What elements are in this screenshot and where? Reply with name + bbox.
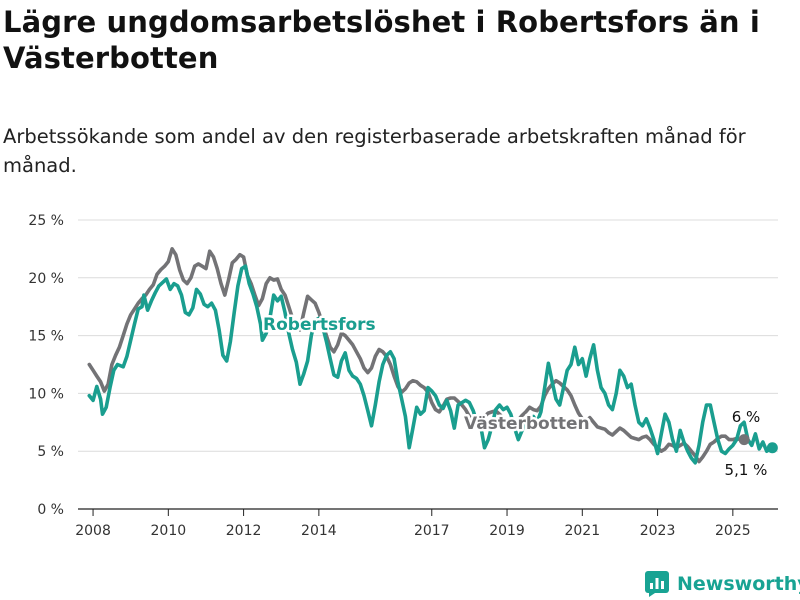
end-label-robertsfors: 5,1 % — [725, 461, 768, 479]
y-tick-label: 10 % — [28, 386, 64, 402]
chart-subtitle: Arbetssökande som andel av den registerb… — [3, 125, 746, 177]
brand-name: Newsworthy — [677, 573, 800, 595]
x-tick-label: 2021 — [564, 523, 600, 539]
x-tick-label: 2012 — [226, 523, 262, 539]
x-tick-label: 2025 — [715, 523, 751, 539]
series-label-halo-robertsfors: Robertsfors — [263, 315, 376, 335]
x-axis: 2008 2010 2012 2014 2017 2019 2021 2023 2025 — [75, 509, 751, 539]
end-label-vasterbotten: 6 % — [732, 408, 761, 426]
newsworthy-logo: Newsworthy — [645, 570, 800, 598]
x-tick-label: 2008 — [75, 523, 111, 539]
y-tick-label: 15 % — [28, 329, 64, 345]
grid-layer — [78, 219, 778, 510]
chart-title: Lägre ungdomsarbetslöshet i Robertsfors … — [3, 5, 760, 75]
x-tick-label: 2010 — [151, 523, 187, 539]
series-line-vasterbotten — [87, 247, 746, 464]
x-tick-label: 2014 — [301, 523, 337, 539]
x-tick-label: 2023 — [640, 523, 676, 539]
y-tick-label: 25 % — [28, 213, 64, 229]
series-layer — [87, 247, 775, 465]
y-tick-label: 5 % — [37, 444, 64, 460]
series-line-robertsfors — [87, 264, 775, 465]
y-axis: 0 % 5 % 10 % 15 % 20 % 25 % — [28, 213, 64, 518]
series-label-halo-vasterbotten: Västerbotten — [464, 414, 590, 434]
end-marker-robertsfors — [766, 442, 778, 454]
label-layer: RobertsforsRobertsforsVästerbottenVäster… — [261, 313, 778, 479]
y-tick-label: 20 % — [28, 271, 64, 287]
newsworthy-logo-icon — [645, 571, 669, 597]
series-label-vasterbotten: Västerbotten — [464, 414, 590, 434]
x-tick-label: 2017 — [414, 523, 450, 539]
y-tick-label: 0 % — [37, 502, 64, 518]
end-marker-vasterbotten — [738, 434, 750, 446]
series-label-robertsfors: Robertsfors — [263, 315, 376, 335]
x-tick-label: 2019 — [489, 523, 525, 539]
